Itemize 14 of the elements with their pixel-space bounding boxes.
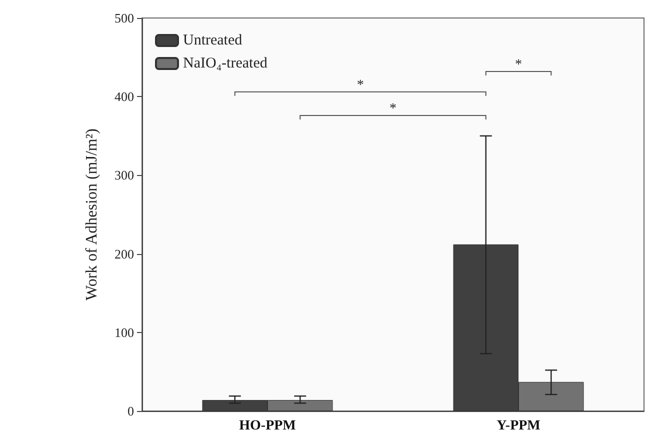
legend-label: NaIO₄-treated — [183, 56, 268, 72]
y-tick-label: 200 — [114, 246, 134, 262]
annotation: * — [356, 78, 364, 93]
y-tick-label: 100 — [114, 324, 134, 340]
y-tick-label: 500 — [114, 10, 134, 26]
y-tick-label: 0 — [128, 404, 134, 418]
legend-label: Untreated — [183, 32, 243, 48]
x-tick-label: Y-PPM — [496, 418, 540, 434]
y-tick-label: 400 — [114, 89, 134, 104]
annotation: * — [515, 57, 522, 72]
y-tick-label: 300 — [114, 168, 134, 183]
annotation: * — [390, 101, 396, 116]
x-tick-label: HO-PPM — [239, 418, 296, 434]
y-axis-title: Work of Adhesion (mJ/m²) — [84, 128, 100, 300]
